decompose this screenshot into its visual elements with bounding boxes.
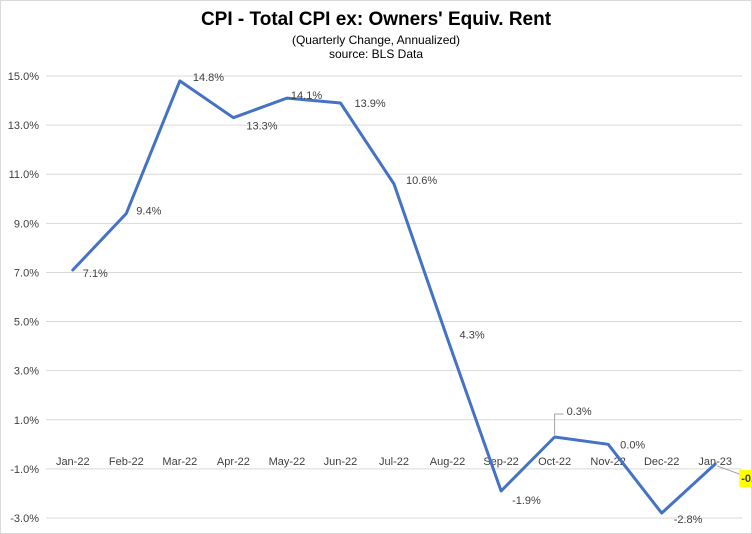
data-label: -0.8% [741, 473, 752, 485]
highlight-box [739, 469, 752, 487]
data-label: 14.8% [193, 72, 224, 84]
data-label: 14.1% [291, 90, 322, 102]
data-label: 13.3% [246, 121, 277, 133]
gridlines [46, 75, 742, 519]
leader-line [554, 413, 564, 435]
y-tick-label: 13.0% [8, 120, 39, 132]
series-line-group [71, 79, 717, 515]
x-tick-label: Jun-22 [324, 456, 358, 468]
x-tick-label: Feb-22 [109, 456, 144, 468]
y-tick-label: 1.0% [14, 415, 39, 427]
chart-title: CPI - Total CPI ex: Owners' Equiv. Rent [200, 9, 552, 30]
y-tick-label: 9.0% [14, 218, 39, 230]
chart-subtitle: (Quarterly Change, Annualized) [291, 33, 461, 47]
data-label: -2.8% [674, 514, 703, 526]
y-tick-label: -3.0% [10, 513, 39, 525]
x-tick-label: Jan-22 [56, 456, 90, 468]
data-label: 9.4% [136, 206, 161, 218]
y-tick-label: 15.0% [8, 71, 39, 83]
y-axis-tick-labels: 15.0% 13.0% 11.0% 9.0% 7.0% 5.0% 3.0% 1.0% -1.0%… [8, 71, 39, 525]
leader-line [717, 465, 740, 475]
data-label: 0.3% [567, 406, 592, 418]
chart-source: source: BLS Data [328, 47, 424, 61]
data-label: 7.1% [83, 268, 108, 280]
y-tick-label: 5.0% [14, 317, 39, 329]
y-tick-label: 11.0% [9, 169, 40, 181]
x-tick-label: Aug-22 [430, 456, 465, 468]
data-label: -1.9% [512, 495, 541, 507]
x-tick-label: Nov-22 [590, 456, 625, 468]
data-label: 0.0% [620, 439, 645, 451]
y-tick-label: 7.0% [14, 267, 39, 279]
data-label: 13.9% [354, 98, 385, 110]
series-line [71, 79, 717, 515]
x-tick-label: Mar-22 [162, 456, 197, 468]
y-tick-label: -1.0% [10, 464, 39, 476]
x-tick-label: Jan-23 [698, 456, 732, 468]
y-tick-label: 3.0% [14, 366, 39, 378]
data-label: 10.6% [406, 175, 437, 187]
x-tick-label: Jul-22 [379, 456, 409, 468]
x-tick-label: May-22 [269, 456, 306, 468]
x-tick-label: Apr-22 [217, 456, 250, 468]
x-axis-tick-labels: Jan-22 Feb-22 Mar-22 Apr-22 May-22 Jun-22 Jul-… [56, 456, 732, 468]
data-labels: 7.1% 9.4% 14.8% 13.3% 14.1% 13.9% 10.6% 4.3% -1.… [83, 72, 752, 526]
x-tick-label: Dec-22 [644, 456, 679, 468]
x-tick-label: Oct-22 [538, 456, 571, 468]
data-label: 4.3% [460, 330, 485, 342]
